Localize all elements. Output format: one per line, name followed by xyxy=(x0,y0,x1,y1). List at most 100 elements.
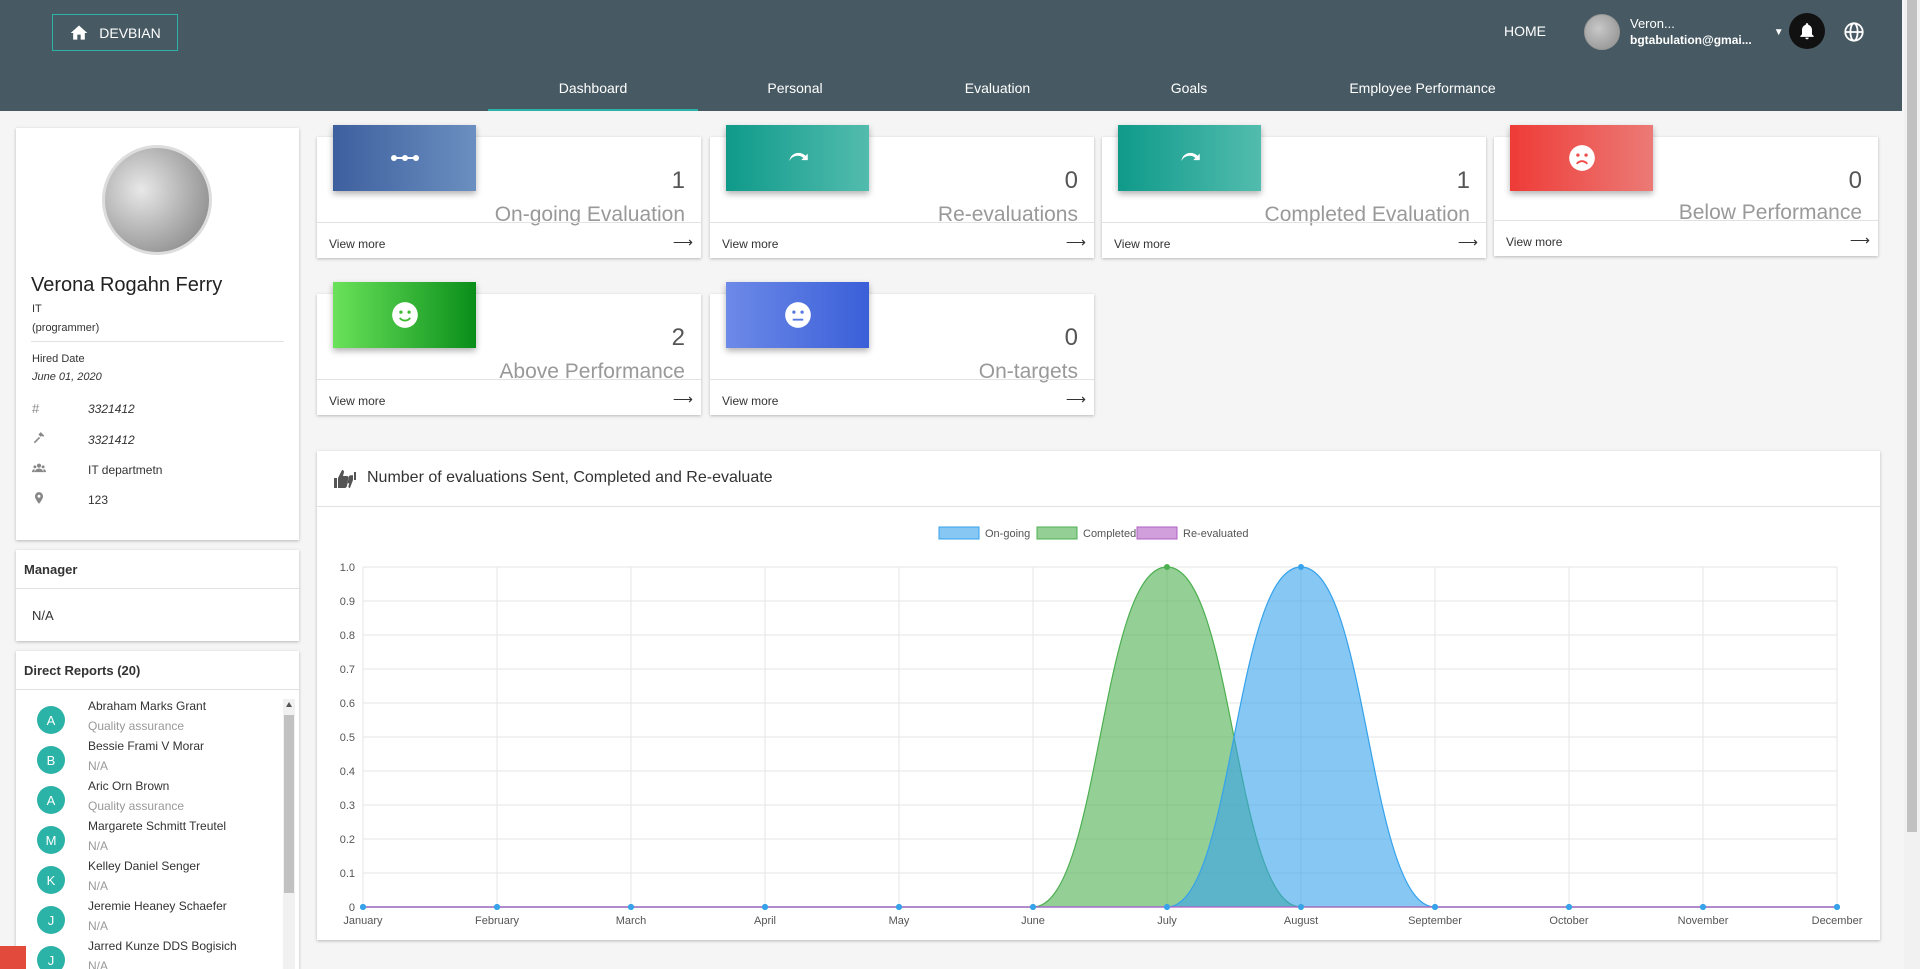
hired-date-value: June 01, 2020 xyxy=(32,371,102,383)
scrollbar-thumb[interactable] xyxy=(1907,0,1917,832)
stat-value: 2 xyxy=(671,324,685,351)
evaluations-chart-card: Number of evaluations Sent, Completed an… xyxy=(317,451,1880,940)
list-item[interactable]: K Kelley Daniel Senger N/A xyxy=(16,859,281,899)
report-role: N/A xyxy=(88,959,109,969)
tab-personal[interactable]: Personal xyxy=(767,80,823,96)
chevron-down-icon[interactable]: ▼ xyxy=(1773,26,1784,38)
direct-reports-title: Direct Reports (20) xyxy=(24,663,141,678)
profile-detail-row: 123 xyxy=(32,491,108,508)
list-item[interactable]: J Jarred Kunze DDS Bogisich N/A xyxy=(16,939,281,969)
report-role: N/A xyxy=(88,919,109,933)
stat-card-completed: 1 Completed Evaluation View more ⟶ xyxy=(1102,125,1486,258)
data-point xyxy=(494,904,500,910)
y-tick-label: 0 xyxy=(349,902,355,914)
page-scrollbar[interactable] xyxy=(1904,0,1920,969)
location-value: 123 xyxy=(88,492,109,507)
manager-value: N/A xyxy=(32,608,54,623)
top-navbar: DEVBIAN HOME Veron... bgtabulation@gmai.… xyxy=(0,0,1902,111)
data-point xyxy=(1566,904,1572,910)
stat-value: 0 xyxy=(1064,167,1078,194)
x-tick-label: December xyxy=(1812,915,1863,927)
profile-card: Verona Rogahn Ferry IT (programmer) Hire… xyxy=(16,128,299,540)
divider xyxy=(16,689,299,690)
list-item[interactable]: B Bessie Frami V Morar N/A xyxy=(16,739,281,779)
profile-position: (programmer) xyxy=(32,322,100,334)
data-point xyxy=(628,904,634,910)
report-role: N/A xyxy=(88,839,109,853)
tab-evaluation[interactable]: Evaluation xyxy=(964,80,1031,96)
tab-dashboard[interactable]: Dashboard xyxy=(488,72,698,111)
divider xyxy=(710,379,1094,380)
legend-label: Re-evaluated xyxy=(1183,528,1248,540)
arrow-right-icon[interactable]: ⟶ xyxy=(1065,391,1086,407)
reports-scrollbar[interactable] xyxy=(283,699,295,969)
bell-icon xyxy=(1800,23,1814,40)
scrollbar-thumb[interactable] xyxy=(284,715,294,893)
divider xyxy=(317,379,701,380)
user-menu[interactable]: Veron... bgtabulation@gmai... ▼ xyxy=(1584,14,1784,50)
view-more-link[interactable]: View more xyxy=(329,394,386,408)
scroll-up-arrow[interactable] xyxy=(286,702,292,707)
stat-card-ongoing: 1 On-going Evaluation View more ⟶ xyxy=(317,125,701,258)
arrow-right-icon[interactable]: ⟶ xyxy=(1849,232,1870,248)
app-logo xyxy=(0,946,26,969)
data-point xyxy=(1298,564,1304,570)
divider xyxy=(317,506,1880,507)
stat-value: 0 xyxy=(1064,324,1078,351)
home-link[interactable]: HOME xyxy=(1504,23,1546,39)
arrow-right-icon[interactable]: ⟶ xyxy=(1065,234,1086,250)
report-name: Aric Orn Brown xyxy=(88,779,170,793)
globe-icon[interactable] xyxy=(1843,21,1865,43)
x-tick-label: September xyxy=(1408,915,1462,927)
report-role: Quality assurance xyxy=(88,719,185,733)
avatar: M xyxy=(37,826,65,854)
stat-value: 0 xyxy=(1848,167,1862,194)
y-tick-label: 0.7 xyxy=(340,664,355,676)
report-name: Abraham Marks Grant xyxy=(88,699,207,713)
report-name: Kelley Daniel Senger xyxy=(88,859,201,873)
view-more-link[interactable]: View more xyxy=(1114,237,1171,251)
view-more-link[interactable]: View more xyxy=(329,237,386,251)
report-name: Bessie Frami V Morar xyxy=(88,739,205,753)
stat-card-above-performance: 2 Above Performance View more ⟶ xyxy=(317,282,701,415)
stat-card-below-performance: 0 Below Performance View more ⟶ xyxy=(1494,125,1878,258)
report-name: Jeremie Heaney Schaefer xyxy=(88,899,227,913)
arrow-right-icon[interactable]: ⟶ xyxy=(1457,234,1478,250)
direct-reports-card: Direct Reports (20) A Abraham Marks Grant… xyxy=(16,651,299,969)
view-more-link[interactable]: View more xyxy=(722,394,779,408)
divider xyxy=(1494,220,1878,221)
profile-department: IT xyxy=(32,303,42,315)
legend-label: Completed xyxy=(1083,528,1136,540)
arrow-right-icon[interactable]: ⟶ xyxy=(672,234,693,250)
report-role: Quality assurance xyxy=(88,799,185,813)
stat-label: Completed Evaluation xyxy=(1264,203,1470,226)
manager-card: Manager N/A xyxy=(16,550,299,641)
employee-id: 3321412 xyxy=(88,401,135,416)
brand-home-button[interactable]: DEVBIAN xyxy=(52,14,178,51)
department-name: IT departmetn xyxy=(88,462,163,477)
tab-goals[interactable]: Goals xyxy=(1170,80,1208,96)
report-role: N/A xyxy=(88,759,109,773)
users-icon xyxy=(32,461,88,478)
x-tick-label: March xyxy=(616,915,647,927)
data-point xyxy=(1164,904,1170,910)
view-more-link[interactable]: View more xyxy=(722,237,779,251)
tab-employee-performance[interactable]: Employee Performance xyxy=(1349,80,1496,96)
list-item[interactable]: J Jeremie Heaney Schaefer N/A xyxy=(16,899,281,939)
y-tick-label: 0.6 xyxy=(340,698,355,710)
thumbs-icon xyxy=(334,470,356,488)
data-point xyxy=(1432,904,1438,910)
user-avatar xyxy=(1584,14,1620,50)
avatar: J xyxy=(37,906,65,934)
hammer-icon xyxy=(32,431,88,448)
sad-face-icon xyxy=(1510,125,1653,191)
avatar: J xyxy=(37,946,65,969)
list-item[interactable]: M Margarete Schmitt Treutel N/A xyxy=(16,819,281,859)
list-item[interactable]: A Abraham Marks Grant Quality assurance xyxy=(16,699,281,739)
brand-label: DEVBIAN xyxy=(99,24,161,41)
user-email: bgtabulation@gmai... xyxy=(1630,33,1752,47)
list-item[interactable]: A Aric Orn Brown Quality assurance xyxy=(16,779,281,819)
view-more-link[interactable]: View more xyxy=(1506,235,1563,249)
notifications-button[interactable] xyxy=(1789,13,1825,49)
arrow-right-icon[interactable]: ⟶ xyxy=(672,391,693,407)
